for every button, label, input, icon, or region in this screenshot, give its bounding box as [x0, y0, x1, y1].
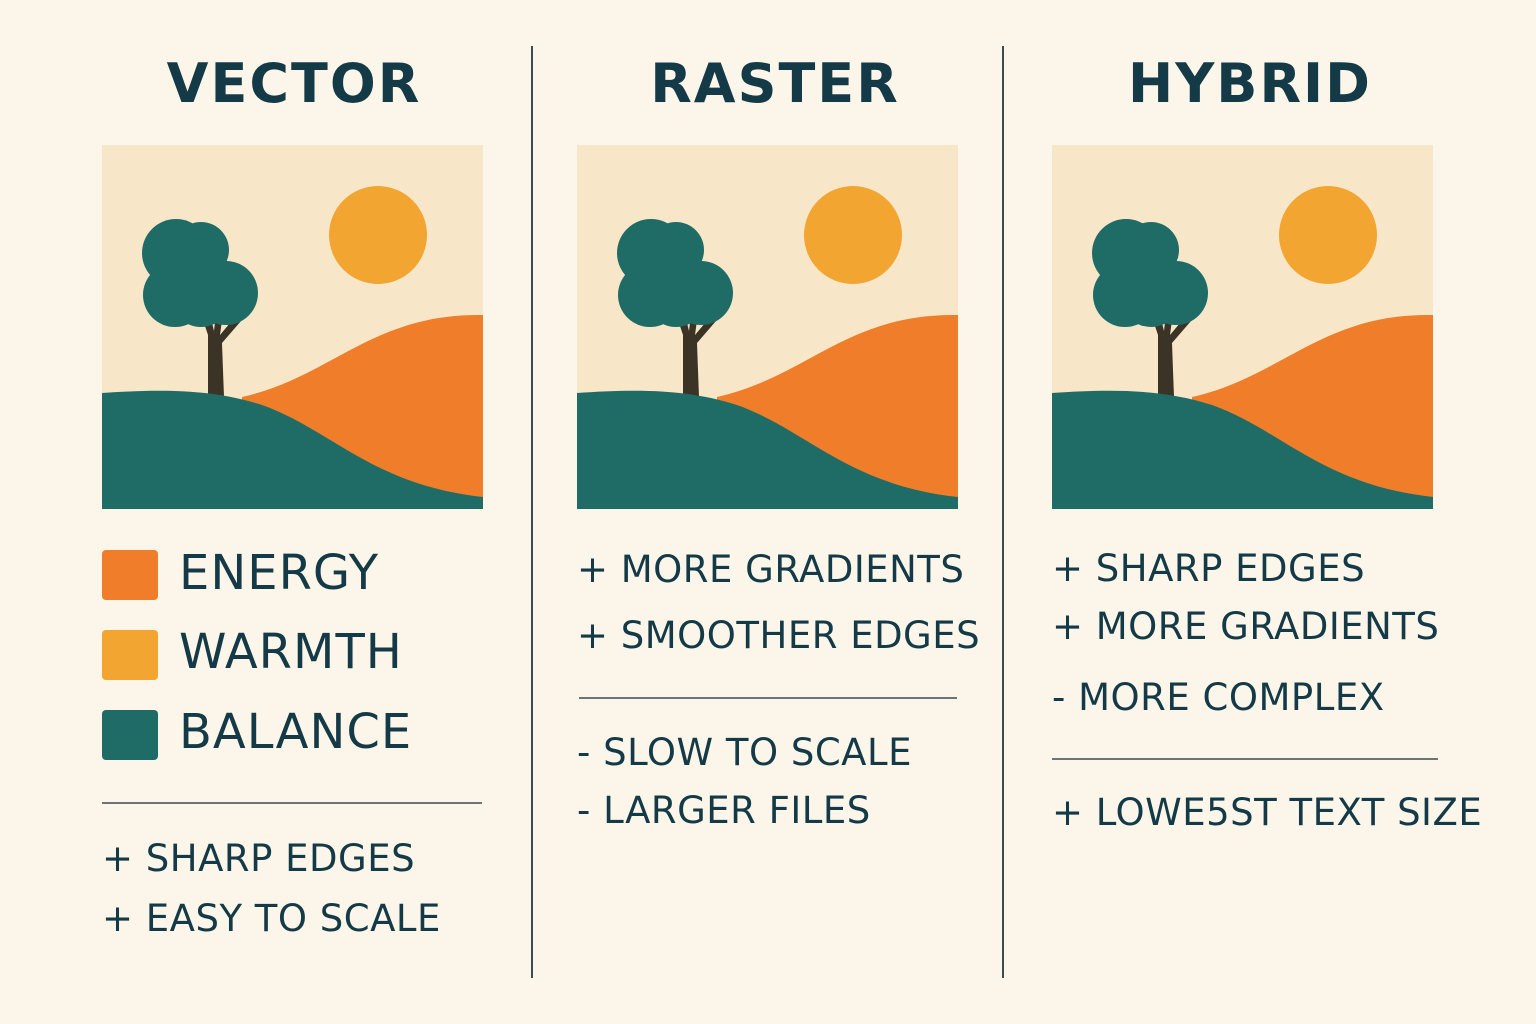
raster-pro: + MORE GRADIENTS — [577, 548, 965, 591]
sun-icon — [804, 186, 902, 284]
hybrid-pro: + SHARP EDGES — [1052, 547, 1366, 590]
raster-con: - LARGER FILES — [577, 789, 871, 832]
tree-icon — [617, 219, 733, 397]
hybrid-extra: + LOWE5ST TEXT SIZE — [1052, 791, 1483, 834]
teal-hill-icon — [102, 390, 483, 509]
hybrid-con: - MORE COMPLEX — [1052, 676, 1385, 719]
legend-swatch-energy — [102, 550, 158, 600]
landscape-svg — [577, 145, 958, 509]
landscape-svg — [102, 145, 483, 509]
raster-con: - SLOW TO SCALE — [577, 731, 912, 774]
vector-point: + EASY TO SCALE — [102, 897, 441, 940]
tree-icon — [1092, 219, 1208, 397]
vector-point: + SHARP EDGES — [102, 837, 416, 880]
raster-separator — [579, 697, 957, 699]
raster-title: RASTER — [650, 52, 900, 115]
hybrid-title: HYBRID — [1128, 52, 1372, 115]
vector-separator — [102, 802, 482, 804]
teal-hill-icon — [577, 390, 958, 509]
teal-hill-icon — [1052, 390, 1433, 509]
hybrid-separator — [1052, 758, 1438, 760]
legend-label-energy: ENERGY — [179, 545, 380, 601]
legend-label-balance: BALANCE — [179, 704, 413, 760]
raster-landscape-illustration — [577, 145, 958, 509]
landscape-svg — [1052, 145, 1433, 509]
legend-swatch-warmth — [102, 630, 158, 680]
raster-column: RASTER + MORE GRADIENTS + SMOOTHER EDGES… — [577, 0, 981, 1024]
vector-column: VECTOR ENERGY WARMTH BALANCE + SHARP EDG… — [102, 0, 486, 1024]
hybrid-pro: + MORE GRADIENTS — [1052, 605, 1440, 648]
sun-icon — [1279, 186, 1377, 284]
vector-title: VECTOR — [166, 52, 422, 115]
vector-landscape-illustration — [102, 145, 483, 509]
column-divider-left — [531, 46, 533, 978]
legend-label-warmth: WARMTH — [179, 624, 403, 680]
column-divider-right — [1002, 46, 1004, 978]
tree-icon — [142, 219, 258, 397]
sun-icon — [329, 186, 427, 284]
legend-swatch-balance — [102, 710, 158, 760]
raster-pro: + SMOOTHER EDGES — [577, 614, 981, 657]
hybrid-landscape-illustration — [1052, 145, 1433, 509]
hybrid-column: HYBRID + SHARP EDGES + MORE GRADIENTS - … — [1052, 0, 1522, 1024]
